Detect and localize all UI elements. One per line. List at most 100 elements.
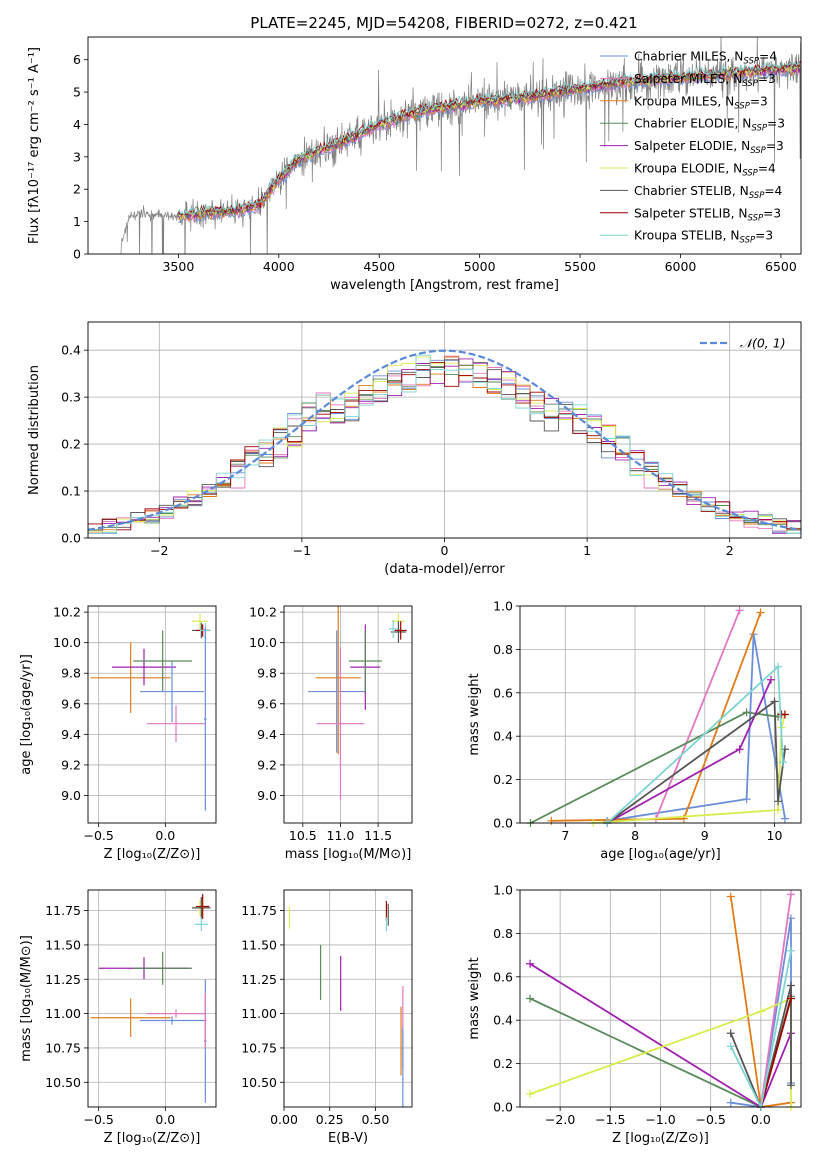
errorbar-salpeter_stelib xyxy=(196,894,210,919)
x-tick-label: −0.5 xyxy=(695,1112,725,1127)
y-tick-label: 10.2 xyxy=(53,605,81,620)
weight-point-chabrier_stelib xyxy=(773,797,782,806)
errorbar-chabrier_elodie xyxy=(133,951,192,985)
legend-n: =3 xyxy=(766,139,784,153)
weight-line-kroupa_stelib xyxy=(606,664,784,823)
axes-frame xyxy=(283,605,413,824)
y-tick-label: 0.0 xyxy=(493,1100,513,1115)
weight-line-chabrier_elodie xyxy=(530,711,779,823)
weight-line-chabrier_stelib xyxy=(606,699,786,823)
errorbar-kroupa_stelib xyxy=(194,917,208,932)
errorbar-chabrier_miles xyxy=(308,630,366,753)
x-tick-label: 10.5 xyxy=(289,828,317,843)
y-tick-label: 11.75 xyxy=(241,903,277,918)
x-tick-label: 3500 xyxy=(162,259,194,274)
x-tick-label: 10 xyxy=(767,828,783,843)
x-tick-label: −1.5 xyxy=(595,1112,625,1127)
weight-line-chabrier_miles xyxy=(607,634,786,822)
legend-label-kroupa_stelib: Kroupa STELIB, NSSP=3 xyxy=(634,229,773,246)
errorbar-chabrier_elodie xyxy=(133,630,192,692)
weight-point-kroupa_miles xyxy=(756,608,765,617)
errorbar-kroupa_miles xyxy=(315,606,361,755)
y-tick-label: 0.2 xyxy=(493,772,513,787)
y-tick-label: 10.2 xyxy=(249,605,277,620)
weight-point-salpeter_elodie xyxy=(526,959,535,968)
y-tick-label: 11.50 xyxy=(45,937,81,952)
y-tick-label: 9.4 xyxy=(257,727,277,742)
weight-point-kroupa_stelib xyxy=(786,946,795,955)
legend-n: =3 xyxy=(763,206,781,220)
x-axis-label: E(B-V) xyxy=(328,1131,368,1146)
weight-point-salpeter_elodie xyxy=(735,745,744,754)
x-tick-label: 0.0 xyxy=(751,1112,771,1127)
y-tick-label: 5 xyxy=(73,85,81,100)
y-tick-label: 11.25 xyxy=(241,972,277,987)
weight-point-salpeter_elodie xyxy=(767,675,776,684)
weight-point-kroupa_miles xyxy=(726,892,735,901)
y-tick-label: 0.8 xyxy=(493,642,513,657)
errorbar-chabrier_miles xyxy=(140,1016,204,1025)
x-tick-label: 6500 xyxy=(765,259,797,274)
legend-n: =4 xyxy=(764,184,782,198)
y-tick-label: 11.00 xyxy=(241,1006,277,1021)
y-axis-label: mass [log₁₀(M/M⊙)] xyxy=(19,935,34,1062)
weight-point-salpeter_miles xyxy=(786,890,795,899)
y-axis-label: mass weight xyxy=(467,673,482,755)
legend-n: =4 xyxy=(758,162,776,176)
weight-point-kroupa_elodie xyxy=(773,805,782,814)
legend-sub: SSP xyxy=(734,101,750,111)
weight-point-chabrier_stelib xyxy=(786,981,795,990)
legend-label-kroupa_miles: Kroupa MILES, NSSP=3 xyxy=(634,94,768,111)
x-tick-label: 0.50 xyxy=(362,1112,390,1127)
model-spectrum-chabrier_elodie xyxy=(178,64,801,221)
x-tick-label: 4500 xyxy=(363,259,395,274)
weight-point-chabrier_elodie xyxy=(742,708,751,717)
weight-line-salpeter_stelib xyxy=(760,998,792,1107)
legend-n: =3 xyxy=(755,229,773,243)
y-tick-label: 11.00 xyxy=(45,1006,81,1021)
weight-point-chabrier_miles xyxy=(742,795,751,804)
x-axis-label: Z [log₁₀(Z/Z⊙)] xyxy=(104,1131,201,1146)
legend-sub: SSP xyxy=(749,191,765,201)
axes-frame xyxy=(87,889,217,1108)
age_z-grid xyxy=(88,606,216,823)
y-tick-label: 9.6 xyxy=(61,696,81,711)
y-tick-label: 10.75 xyxy=(241,1040,277,1055)
weight-line-kroupa_elodie xyxy=(593,714,786,823)
weight-point-chabrier_miles xyxy=(780,814,789,823)
weight-point-salpeter_stelib xyxy=(786,994,795,1003)
x-tick-label: 8 xyxy=(631,828,639,843)
weight-line-kroupa_miles xyxy=(551,612,762,822)
weight-point-kroupa_stelib xyxy=(726,1042,735,1051)
y-tick-label: 9.8 xyxy=(257,666,277,681)
weight-point-chabrier_elodie xyxy=(526,994,535,1003)
x-tick-label: −2.0 xyxy=(545,1112,575,1127)
y-tick-label: 10.0 xyxy=(249,635,277,650)
y-tick-label: 9.0 xyxy=(257,788,277,803)
axes-frame xyxy=(87,36,802,255)
x-tick-label: 2 xyxy=(726,543,734,558)
y-tick-label: 0 xyxy=(73,247,81,262)
y-axis-label: Normed distribution xyxy=(27,365,42,495)
weight-point-kroupa_miles xyxy=(547,816,556,825)
y-tick-label: 1 xyxy=(73,214,81,229)
legend-n: =3 xyxy=(767,117,785,131)
x-tick-label: 11.0 xyxy=(327,828,355,843)
errorbar-kroupa_elodie xyxy=(192,613,208,629)
y-tick-label: 10.50 xyxy=(45,1075,81,1090)
weight-point-kroupa_elodie xyxy=(756,1007,765,1016)
weight-point-kroupa_elodie xyxy=(526,1089,535,1098)
weight-point-chabrier_stelib xyxy=(726,1029,735,1038)
x-tick-label: 0 xyxy=(441,543,449,558)
legend-sub: SSP xyxy=(740,236,756,246)
x-tick-label: −2 xyxy=(150,543,168,558)
x-tick-label: 4000 xyxy=(263,259,295,274)
y-tick-label: 0.4 xyxy=(493,1013,513,1028)
normal-distribution-curve xyxy=(88,349,801,531)
y-tick-label: 0.0 xyxy=(61,531,81,546)
x-axis-label: mass [log₁₀(M/M⊙)] xyxy=(285,847,412,862)
errorbar-salpeter_miles xyxy=(316,647,365,801)
weight-point-chabrier_miles xyxy=(726,1098,735,1107)
legend-label-kroupa_elodie: Kroupa ELODIE, NSSP=4 xyxy=(634,162,776,179)
x-tick-label: 5000 xyxy=(464,259,496,274)
